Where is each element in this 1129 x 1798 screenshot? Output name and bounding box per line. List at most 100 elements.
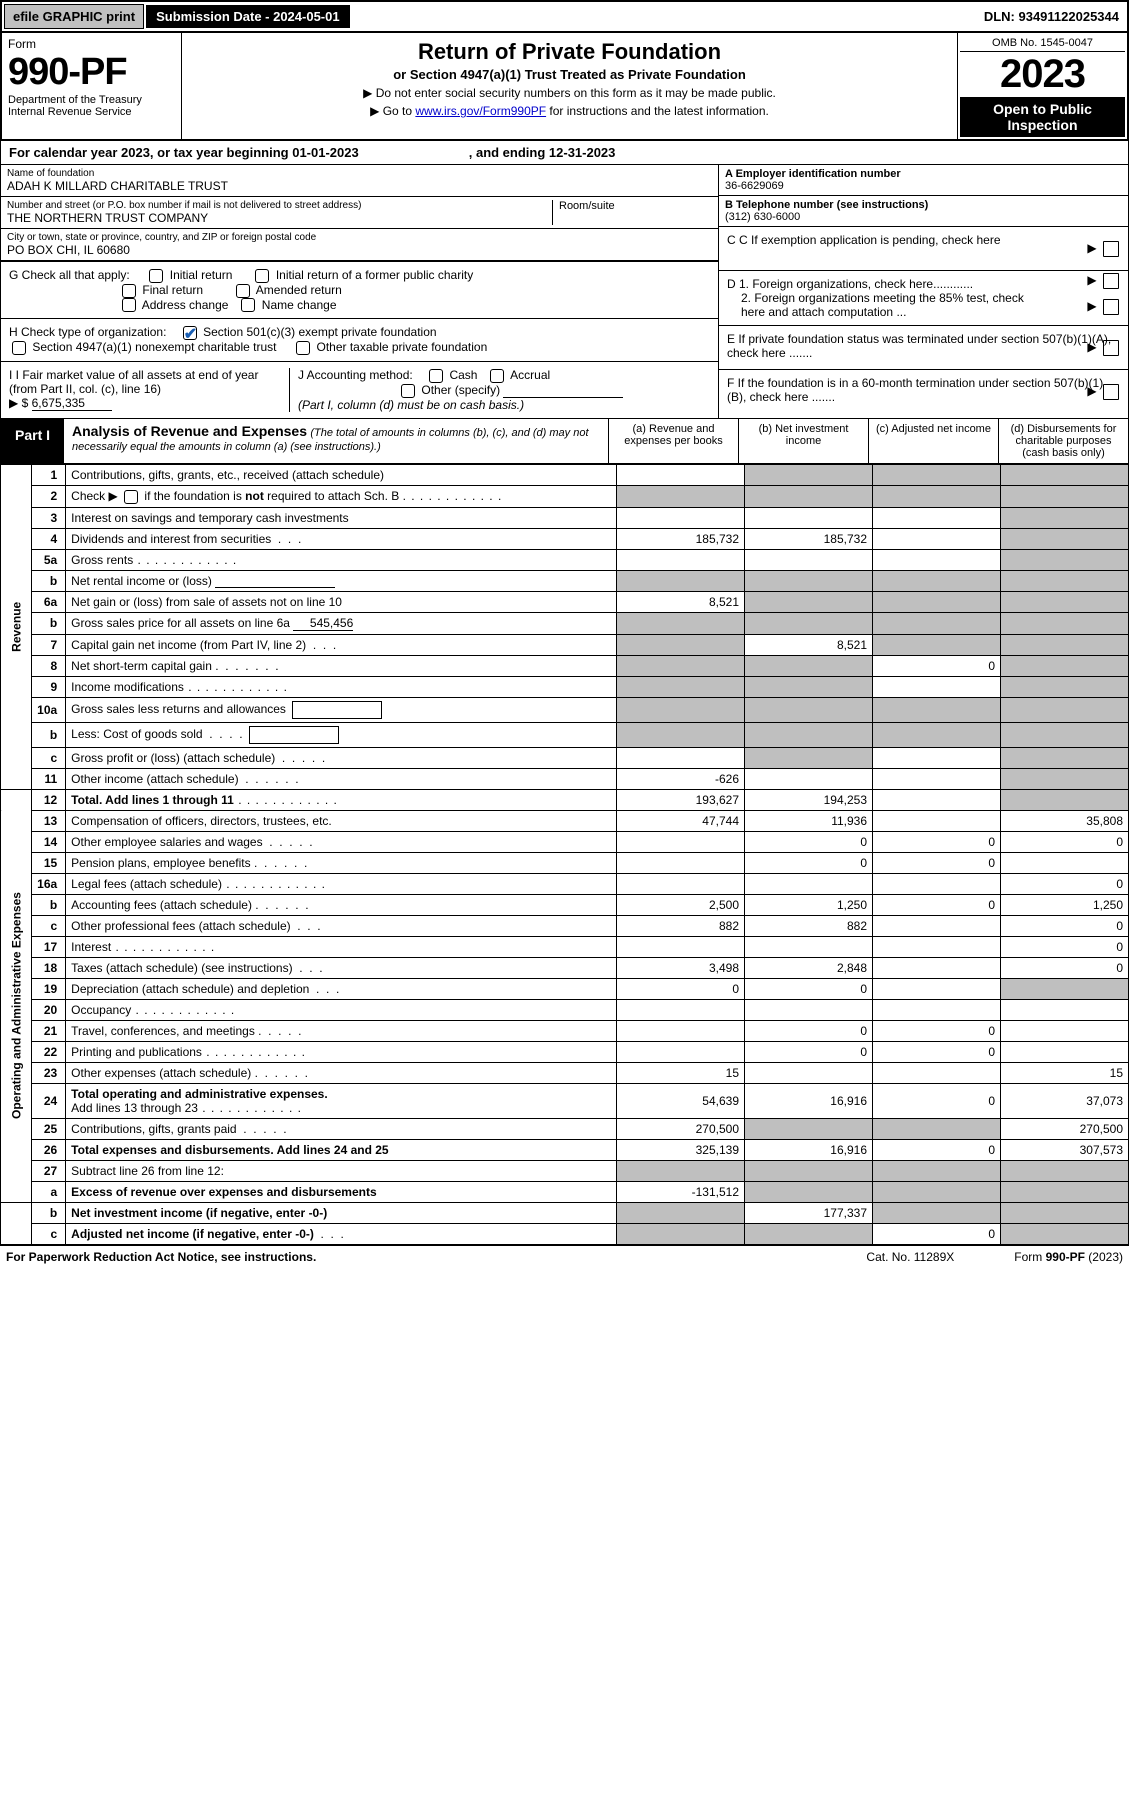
4947a1-label: Section 4947(a)(1) nonexempt charitable … — [32, 340, 276, 354]
paperwork-notice: For Paperwork Reduction Act Notice, see … — [6, 1250, 316, 1264]
line-25: 25 Contributions, gifts, grants paid . .… — [1, 1118, 1129, 1139]
501c3-checkbox[interactable] — [183, 326, 197, 340]
form-subtitle: or Section 4947(a)(1) Trust Treated as P… — [192, 67, 947, 82]
open-to-public: Open to Public Inspection — [960, 97, 1125, 137]
address-change-label: Address change — [142, 298, 229, 312]
initial-return-checkbox[interactable] — [149, 269, 163, 283]
fmv-value: 6,675,335 — [32, 396, 112, 411]
accrual-label: Accrual — [510, 368, 550, 382]
cat-no: Cat. No. 11289X — [866, 1250, 954, 1264]
c-label: C If exemption application is pending, c… — [739, 233, 1001, 247]
4947a1-checkbox[interactable] — [12, 341, 26, 355]
d-cell: D 1. Foreign organizations, check here..… — [719, 271, 1128, 326]
schb-checkbox[interactable] — [124, 490, 138, 504]
amended-return-checkbox[interactable] — [236, 284, 250, 298]
d1-label: D 1. Foreign organizations, check here..… — [727, 277, 973, 291]
calendar-year-row: For calendar year 2023, or tax year begi… — [0, 141, 1129, 165]
addr-label: Number and street (or P.O. box number if… — [7, 200, 552, 211]
line-27c: c Adjusted net income (if negative, ente… — [1, 1223, 1129, 1244]
line-7: 7 Capital gain net income (from Part IV,… — [1, 634, 1129, 655]
efile-button[interactable]: efile GRAPHIC print — [4, 4, 144, 29]
line-17: 17 Interest 0 — [1, 936, 1129, 957]
line-11: 11 Other income (attach schedule) . . . … — [1, 768, 1129, 789]
g-label: G Check all that apply: — [9, 268, 130, 282]
line-22: 22 Printing and publications 0 0 — [1, 1041, 1129, 1062]
form-number: 990-PF — [8, 51, 175, 94]
j-block: J Accounting method: Cash Accrual Other … — [289, 368, 710, 412]
cash-label: Cash — [449, 368, 477, 382]
phone-cell: B Telephone number (see instructions) (3… — [719, 196, 1128, 227]
part1-label: Part I — [1, 419, 64, 463]
part1-table: Revenue 1 Contributions, gifts, grants, … — [0, 464, 1129, 1245]
form-header: Form 990-PF Department of the Treasury I… — [0, 33, 1129, 141]
entity-left: Name of foundation ADAH K MILLARD CHARIT… — [1, 165, 718, 418]
line-14: 14 Other employee salaries and wages . .… — [1, 831, 1129, 852]
initial-former-checkbox[interactable] — [255, 269, 269, 283]
col-d-header: (d) Disbursements for charitable purpose… — [998, 419, 1128, 463]
line-10a: 10a Gross sales less returns and allowan… — [1, 697, 1129, 722]
accrual-checkbox[interactable] — [490, 369, 504, 383]
c-cell: C C If exemption application is pending,… — [719, 227, 1128, 271]
gross-sales-value: 545,456 — [293, 616, 353, 631]
net-rental-line — [215, 587, 335, 588]
address-cell: Number and street (or P.O. box number if… — [1, 197, 718, 229]
line-10b: b Less: Cost of goods sold . . . . — [1, 722, 1129, 747]
e-checkbox[interactable] — [1103, 340, 1119, 356]
instructions-link[interactable]: www.irs.gov/Form990PF — [415, 104, 546, 118]
room-suite: Room/suite — [552, 200, 712, 225]
ein-label: A Employer identification number — [725, 168, 1122, 180]
d2-label: 2. Foreign organizations meeting the 85%… — [727, 291, 1027, 319]
dept: Department of the Treasury — [8, 94, 175, 106]
i-j-row: I I Fair market value of all assets at e… — [1, 361, 718, 418]
name-change-checkbox[interactable] — [241, 298, 255, 312]
name-label: Name of foundation — [7, 168, 712, 179]
c-checkbox[interactable] — [1103, 241, 1119, 257]
line-1: Revenue 1 Contributions, gifts, grants, … — [1, 464, 1129, 485]
form-title: Return of Private Foundation — [192, 39, 947, 65]
f-checkbox[interactable] — [1103, 384, 1119, 400]
other-method-checkbox[interactable] — [401, 384, 415, 398]
e-cell: E If private foundation status was termi… — [719, 326, 1128, 370]
part1-header: Part I Analysis of Revenue and Expenses … — [0, 419, 1129, 464]
submission-date: Submission Date - 2024-05-01 — [146, 5, 350, 28]
d1-checkbox[interactable] — [1103, 273, 1119, 289]
city-label: City or town, state or province, country… — [7, 232, 712, 243]
501c3-label: Section 501(c)(3) exempt private foundat… — [203, 325, 436, 339]
line-9: 9 Income modifications — [1, 676, 1129, 697]
i-block: I I Fair market value of all assets at e… — [9, 368, 289, 412]
cash-checkbox[interactable] — [429, 369, 443, 383]
note-ssn: ▶ Do not enter social security numbers o… — [192, 86, 947, 100]
d2-checkbox[interactable] — [1103, 299, 1119, 315]
other-taxable-label: Other taxable private foundation — [317, 340, 488, 354]
omb-number: OMB No. 1545-0047 — [960, 35, 1125, 52]
line-16c: c Other professional fees (attach schedu… — [1, 915, 1129, 936]
col-a-header: (a) Revenue and expenses per books — [608, 419, 738, 463]
initial-return-label: Initial return — [170, 268, 233, 282]
amended-return-label: Amended return — [256, 283, 342, 297]
line-15: 15 Pension plans, employee benefits . . … — [1, 852, 1129, 873]
note-goto: ▶ Go to www.irs.gov/Form990PF for instru… — [192, 104, 947, 118]
revenue-label: Revenue — [1, 464, 32, 789]
h-check-row: H Check type of organization: Section 50… — [1, 318, 718, 361]
expenses-label: Operating and Administrative Expenses — [1, 810, 32, 1202]
line-3: 3 Interest on savings and temporary cash… — [1, 507, 1129, 528]
irs: Internal Revenue Service — [8, 106, 175, 118]
header-left: Form 990-PF Department of the Treasury I… — [2, 33, 182, 139]
phone-label: B Telephone number (see instructions) — [725, 199, 1122, 211]
line-27: 27 Subtract line 26 from line 12: — [1, 1160, 1129, 1181]
phone-value: (312) 630-6000 — [725, 211, 1122, 223]
form-word: Form — [8, 37, 175, 51]
header-center: Return of Private Foundation or Section … — [182, 33, 957, 139]
tax-year: 2023 — [960, 52, 1125, 97]
line-16b: b Accounting fees (attach schedule) . . … — [1, 894, 1129, 915]
address-change-checkbox[interactable] — [122, 298, 136, 312]
final-return-checkbox[interactable] — [122, 284, 136, 298]
e-label: E If private foundation status was termi… — [727, 332, 1111, 360]
line-19: 19 Depreciation (attach schedule) and de… — [1, 978, 1129, 999]
f-cell: F If the foundation is in a 60-month ter… — [719, 370, 1128, 414]
dln: DLN: 93491122025344 — [976, 5, 1127, 28]
g-check-row: G Check all that apply: Initial return I… — [1, 261, 718, 318]
other-taxable-checkbox[interactable] — [296, 341, 310, 355]
header-right: OMB No. 1545-0047 2023 Open to Public In… — [957, 33, 1127, 139]
line-23: 23 Other expenses (attach schedule) . . … — [1, 1062, 1129, 1083]
